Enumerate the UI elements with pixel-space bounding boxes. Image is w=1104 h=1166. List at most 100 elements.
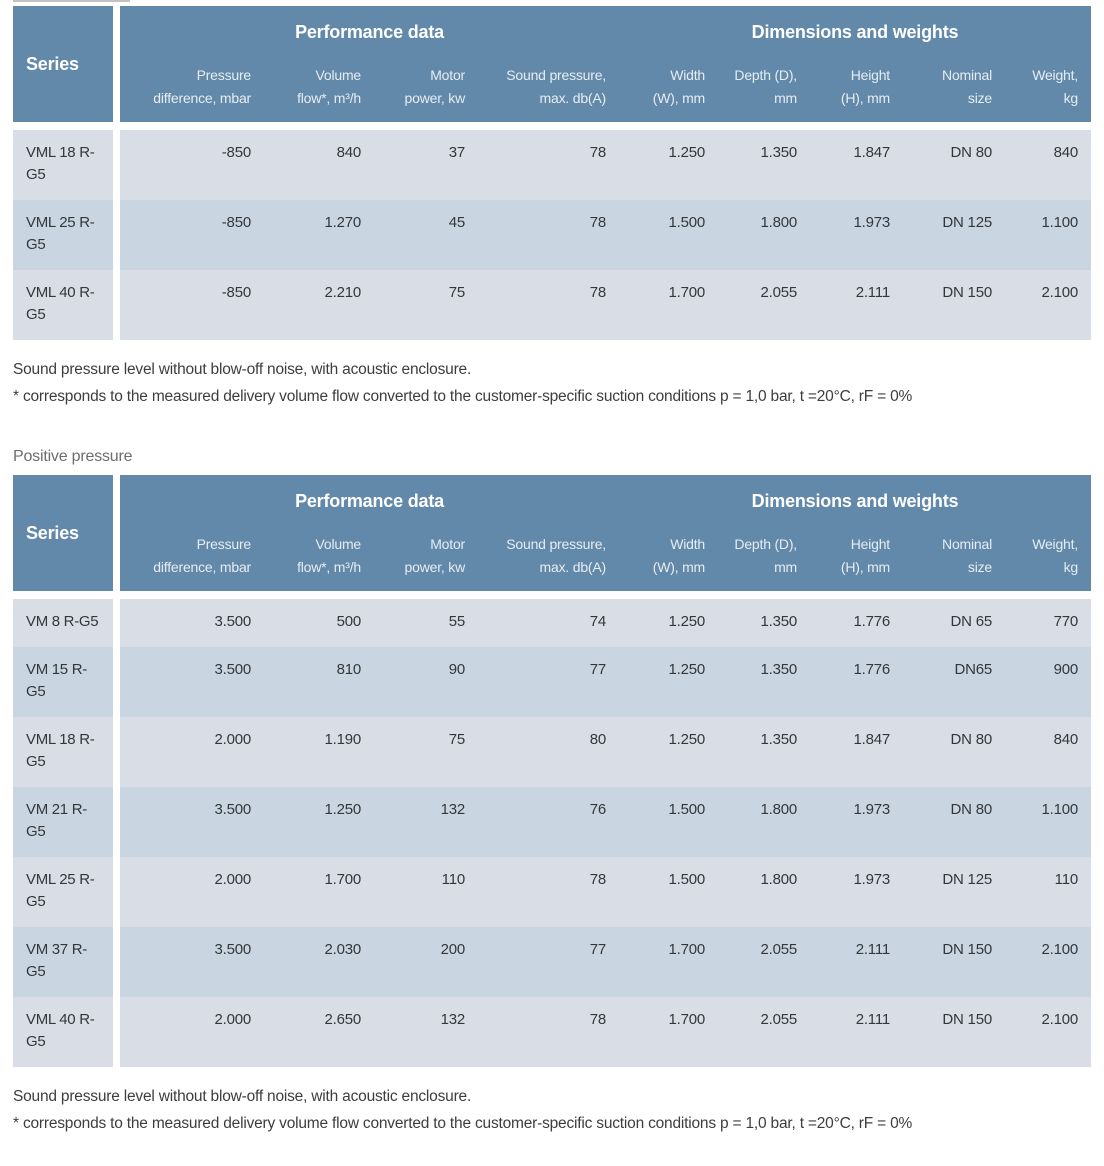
positive-pressure-table-body: VM 8 R-G5 3.500 500 55 74 1.250 1.350 1.776 DN 6… <box>13 599 1091 1067</box>
value-cell: 1.973 <box>810 857 903 927</box>
value-cell: 110 <box>1005 857 1091 927</box>
value-cell: 1.847 <box>810 130 903 200</box>
header-line: kg <box>1063 559 1079 575</box>
value-cell: 1.800 <box>718 200 810 270</box>
header-line: Pressure <box>196 67 252 83</box>
header-line: Weight, <box>1032 67 1078 83</box>
value-cell: DN 80 <box>903 787 1005 857</box>
value-cell: 840 <box>264 130 374 200</box>
value-cell: 2.055 <box>718 270 810 340</box>
value-cell: 80 <box>478 717 619 787</box>
value-cell: 1.250 <box>619 647 718 717</box>
vacuum-table-header: Series Performance data Dimensions and w… <box>13 6 1091 130</box>
header-line: power, kw <box>404 90 466 106</box>
series-cell: VML 18 R-G5 <box>13 130 120 200</box>
positive-pressure-spec-table: Series Performance data Dimensions and w… <box>13 475 1091 1067</box>
depth-header: Depth (D), mm <box>718 58 810 130</box>
header-line: flow*, m³/h <box>297 559 361 575</box>
series-cell: VML 18 R-G5 <box>13 717 120 787</box>
value-cell: 2.111 <box>810 270 903 340</box>
value-cell: 3.500 <box>120 647 264 717</box>
value-cell: 2.055 <box>718 997 810 1067</box>
header-line: size <box>967 559 992 575</box>
series-cell: VM 8 R-G5 <box>13 599 120 647</box>
value-cell: 1.100 <box>1005 200 1091 270</box>
header-line: Nominal <box>942 67 992 83</box>
height-header: Height (H), mm <box>810 527 903 599</box>
value-cell: 37 <box>374 130 478 200</box>
value-cell: 1.350 <box>718 130 810 200</box>
vacuum-footnotes: Sound pressure level without blow-off no… <box>13 360 1091 406</box>
value-cell: 2.055 <box>718 927 810 997</box>
nominal-size-header: Nominal size <box>903 58 1005 130</box>
width-header: Width (W), mm <box>619 527 718 599</box>
header-line: Height <box>850 536 890 552</box>
value-cell: 2.100 <box>1005 997 1091 1067</box>
footnote-sound-pressure: Sound pressure level without blow-off no… <box>13 1088 472 1105</box>
weight-header: Weight, kg <box>1005 58 1091 130</box>
footnote-volume-flow: * corresponds to the measured delivery v… <box>13 388 913 405</box>
header-line: (W), mm <box>652 90 705 106</box>
value-cell: 78 <box>478 130 619 200</box>
motor-power-header: Motor power, kw <box>374 58 478 130</box>
value-cell: 770 <box>1005 599 1091 647</box>
value-cell: -850 <box>120 200 264 270</box>
series-cell: VML 40 R-G5 <box>13 270 120 340</box>
header-line: mm <box>774 559 797 575</box>
value-cell: 200 <box>374 927 478 997</box>
height-header: Height (H), mm <box>810 58 903 130</box>
value-cell: 2.000 <box>120 857 264 927</box>
table-row: VML 18 R-G5 -850 840 37 78 1.250 1.350 1.847 DN … <box>13 130 1091 200</box>
value-cell: 74 <box>478 599 619 647</box>
table-row: VML 40 R-G5 -850 2.210 75 78 1.700 2.055 2.111 D… <box>13 270 1091 340</box>
value-cell: 1.800 <box>718 857 810 927</box>
value-cell: 1.700 <box>619 997 718 1067</box>
table-row: VM 15 R-G5 3.500 810 90 77 1.250 1.350 1.776 DN6… <box>13 647 1091 717</box>
value-cell: 75 <box>374 270 478 340</box>
value-cell: 110 <box>374 857 478 927</box>
value-cell: DN 150 <box>903 270 1005 340</box>
vacuum-table-body: VML 18 R-G5 -850 840 37 78 1.250 1.350 1.847 DN … <box>13 130 1091 340</box>
header-line: Nominal <box>942 536 992 552</box>
value-cell: 1.500 <box>619 787 718 857</box>
value-cell: 1.190 <box>264 717 374 787</box>
value-cell: 3.500 <box>120 599 264 647</box>
header-line: (H), mm <box>840 559 890 575</box>
header-line: Depth (D), <box>734 536 797 552</box>
sound-pressure-header: Sound pressure, max. db(A) <box>478 58 619 130</box>
value-cell: 1.270 <box>264 200 374 270</box>
series-cell: VML 25 R-G5 <box>13 857 120 927</box>
value-cell: 1.100 <box>1005 787 1091 857</box>
performance-data-group-header: Performance data <box>120 475 619 527</box>
value-cell: DN 65 <box>903 599 1005 647</box>
value-cell: DN 150 <box>903 927 1005 997</box>
value-cell: DN 80 <box>903 130 1005 200</box>
value-cell: 76 <box>478 787 619 857</box>
value-cell: 1.500 <box>619 200 718 270</box>
value-cell: 55 <box>374 599 478 647</box>
cropped-tab-border <box>13 0 130 2</box>
value-cell: 1.250 <box>619 130 718 200</box>
footnote-volume-flow: * corresponds to the measured delivery v… <box>13 1115 913 1132</box>
value-cell: 810 <box>264 647 374 717</box>
series-cell: VM 21 R-G5 <box>13 787 120 857</box>
value-cell: 2.111 <box>810 997 903 1067</box>
value-cell: 78 <box>478 857 619 927</box>
value-cell: 78 <box>478 997 619 1067</box>
weight-header: Weight, kg <box>1005 527 1091 599</box>
value-cell: 2.000 <box>120 717 264 787</box>
value-cell: 2.210 <box>264 270 374 340</box>
pressure-difference-header: Pressure difference, mbar <box>120 58 264 130</box>
positive-pressure-footnotes: Sound pressure level without blow-off no… <box>13 1087 1091 1133</box>
header-line: (W), mm <box>652 559 705 575</box>
value-cell: 840 <box>1005 717 1091 787</box>
value-cell: DN65 <box>903 647 1005 717</box>
series-cell: VM 37 R-G5 <box>13 927 120 997</box>
table-row: VM 37 R-G5 3.500 2.030 200 77 1.700 2.055 2.111… <box>13 927 1091 997</box>
positive-pressure-table-header: Series Performance data Dimensions and w… <box>13 475 1091 599</box>
value-cell: 1.350 <box>718 647 810 717</box>
vacuum-spec-table: Series Performance data Dimensions and w… <box>13 6 1091 340</box>
content-area: Series Performance data Dimensions and w… <box>13 6 1091 1133</box>
width-header: Width (W), mm <box>619 58 718 130</box>
